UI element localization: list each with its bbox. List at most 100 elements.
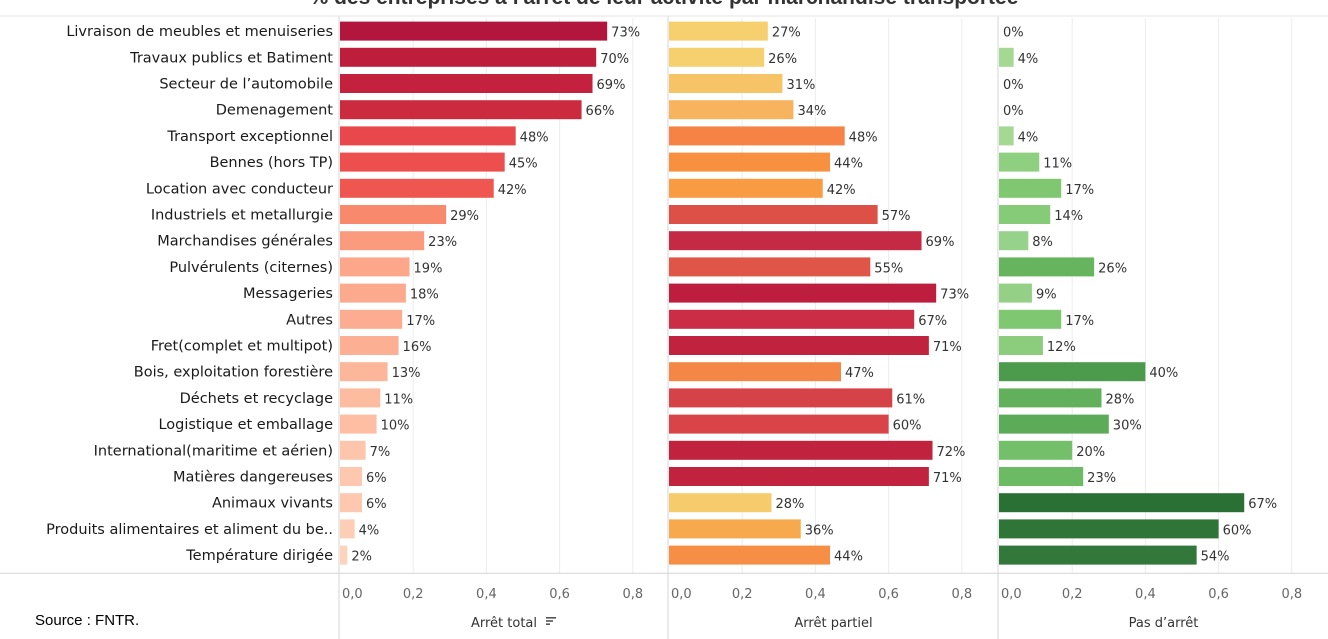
- data-label: 28%: [775, 497, 804, 512]
- bar-3: [999, 231, 1029, 251]
- bar-2: [669, 493, 772, 513]
- category-label: Demenagement: [216, 103, 334, 119]
- bar-3: [999, 414, 1109, 434]
- data-label: 2%: [351, 550, 372, 565]
- data-label: 23%: [428, 235, 457, 250]
- data-label: 4%: [1018, 130, 1039, 145]
- bar-2: [669, 414, 889, 434]
- bar-1: [340, 126, 516, 146]
- bar-2: [669, 467, 929, 486]
- data-label: 18%: [410, 288, 439, 303]
- category-label: Bois, exploitation forestière: [134, 365, 333, 381]
- data-label: 73%: [611, 26, 640, 41]
- category-label: Travaux publics et Batiment: [129, 50, 333, 66]
- bar-1: [340, 257, 410, 277]
- bar-3: [999, 362, 1146, 382]
- data-label: 11%: [384, 392, 413, 407]
- x-tick-label: 0,8: [622, 587, 643, 602]
- bar-1: [340, 100, 582, 120]
- bar-2: [669, 74, 783, 93]
- bar-2: [669, 152, 831, 172]
- category-label: Déchets et recyclage: [180, 391, 333, 407]
- x-tick-label: 0,0: [342, 587, 363, 602]
- bar-1: [340, 205, 447, 224]
- data-label: 14%: [1054, 209, 1083, 224]
- data-label: 61%: [896, 392, 925, 407]
- bar-3: [999, 493, 1245, 513]
- bar-2: [669, 388, 893, 408]
- x-tick-label: 0,4: [805, 587, 826, 602]
- category-label: Fret(complet et multipot): [151, 339, 333, 355]
- bar-2: [669, 47, 765, 67]
- category-label: Produits alimentaires et aliment du be..: [46, 522, 333, 538]
- data-label: 9%: [1036, 288, 1057, 303]
- bar-2: [669, 21, 768, 41]
- category-label: Animaux vivants: [212, 496, 333, 512]
- bar-3: [999, 205, 1051, 224]
- category-label: Autres: [286, 312, 333, 328]
- bar-1: [340, 388, 381, 408]
- data-label: 66%: [586, 104, 615, 119]
- data-label: 60%: [893, 419, 922, 434]
- bar-3: [999, 545, 1197, 565]
- data-label: 45%: [509, 157, 538, 172]
- bar-2: [669, 336, 929, 355]
- data-label: 42%: [827, 183, 856, 198]
- category-label: Location avec conducteur: [146, 181, 333, 197]
- data-label: 23%: [1087, 471, 1116, 486]
- category-label: Industriels et metallurgie: [151, 208, 333, 224]
- bar-2: [669, 231, 922, 251]
- axis-title: Arrêt partiel: [794, 616, 872, 631]
- data-label: 0%: [1003, 78, 1024, 93]
- data-label: 7%: [370, 445, 391, 460]
- data-label: 40%: [1149, 366, 1178, 381]
- bar-3: [999, 519, 1219, 539]
- x-tick-label: 0,6: [549, 587, 570, 602]
- data-label: 12%: [1047, 340, 1076, 355]
- bar-1: [340, 414, 377, 434]
- data-label: 70%: [600, 52, 629, 67]
- data-label: 69%: [597, 78, 626, 93]
- bar-1: [340, 74, 593, 93]
- bar-2: [669, 283, 937, 303]
- category-label: Bennes (hors TP): [210, 155, 333, 171]
- x-tick-label: 0,4: [476, 587, 497, 602]
- bar-2: [669, 257, 871, 277]
- data-label: 26%: [768, 52, 797, 67]
- data-label: 54%: [1201, 550, 1230, 565]
- category-label: Livraison de meubles et menuiseries: [66, 24, 333, 40]
- data-label: 16%: [403, 340, 432, 355]
- bar-1: [340, 493, 362, 513]
- data-label: 28%: [1105, 392, 1134, 407]
- source-note: Source : FNTR.: [35, 612, 140, 629]
- sort-icon-line: [546, 617, 556, 619]
- data-label: 10%: [381, 419, 410, 434]
- data-label: 34%: [797, 104, 826, 119]
- axis-title: Arrêt total: [471, 616, 537, 631]
- data-label: 57%: [882, 209, 911, 224]
- data-label: 17%: [1065, 314, 1094, 329]
- bar-2: [669, 519, 801, 539]
- bar-3: [999, 467, 1084, 486]
- bar-1: [340, 336, 399, 355]
- sort-descending-icon[interactable]: [546, 617, 556, 625]
- data-label: 11%: [1043, 157, 1072, 172]
- bar-3: [999, 126, 1014, 146]
- category-label: Matières dangereuses: [173, 470, 333, 486]
- bar-1: [340, 467, 362, 486]
- bar-2: [669, 362, 842, 382]
- x-tick-label: 0,2: [403, 587, 424, 602]
- x-tick-label: 0,2: [732, 587, 753, 602]
- data-label: 4%: [359, 523, 380, 538]
- bar-3: [999, 257, 1095, 277]
- data-label: 71%: [933, 340, 962, 355]
- bar-2: [669, 100, 794, 120]
- sort-icon-line: [546, 623, 550, 625]
- bar-1: [340, 362, 388, 382]
- data-label: 29%: [450, 209, 479, 224]
- category-label: Transport exceptionnel: [166, 129, 333, 145]
- bar-3: [999, 440, 1073, 460]
- data-label: 31%: [786, 78, 815, 93]
- bar-3: [999, 47, 1014, 67]
- category-label: Logistique et emballage: [158, 417, 333, 433]
